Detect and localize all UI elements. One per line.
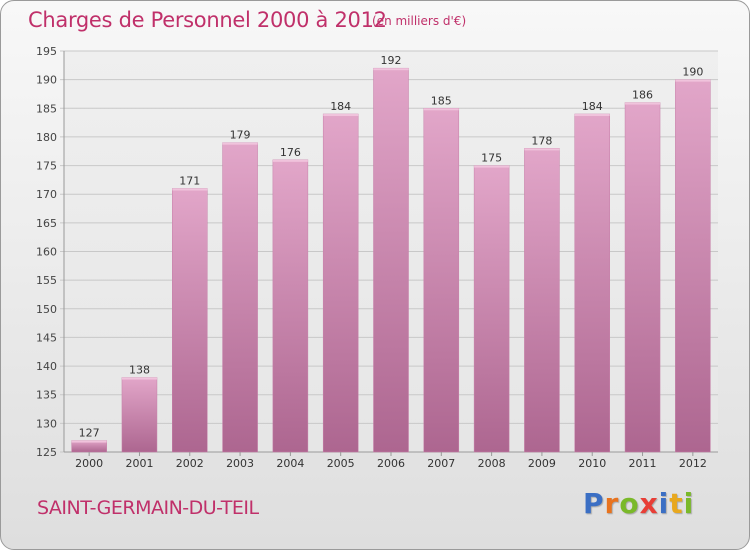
y-tick-label: 160 — [36, 246, 57, 259]
bar-highlight — [675, 79, 711, 82]
x-tick-label: 2008 — [478, 457, 506, 470]
bar-highlight — [71, 440, 107, 443]
bar-value-label: 190 — [682, 66, 703, 79]
y-tick-label: 125 — [36, 446, 57, 459]
y-tick-label: 130 — [36, 417, 57, 430]
bar-value-label: 186 — [632, 89, 653, 102]
bar-highlight — [222, 142, 258, 145]
bar-highlight — [272, 159, 308, 162]
x-tick-label: 2001 — [125, 457, 153, 470]
logo-letter: t — [669, 487, 684, 520]
bar-value-label: 127 — [79, 427, 100, 440]
bar — [624, 102, 661, 453]
bar-value-label: 175 — [481, 152, 502, 165]
bar — [322, 113, 359, 453]
bar — [222, 142, 258, 453]
bar-highlight — [172, 188, 208, 191]
logo-letter: o — [619, 487, 640, 520]
bar-value-label: 171 — [179, 174, 200, 187]
chart-subtitle: (en milliers d'€) — [372, 14, 467, 28]
bar-value-label: 138 — [129, 364, 150, 377]
y-tick-label: 150 — [36, 303, 57, 316]
bar — [473, 165, 510, 453]
bar-value-label: 178 — [531, 134, 552, 147]
y-tick-label: 180 — [36, 131, 57, 144]
bar-value-label: 184 — [330, 100, 351, 113]
commune-name: SAINT-GERMAIN-DU-TEIL — [37, 497, 259, 519]
bar-highlight — [323, 114, 359, 117]
bar — [574, 113, 610, 453]
bar — [121, 377, 158, 453]
logo-letter: i — [683, 487, 695, 520]
bar-highlight — [373, 68, 409, 71]
bar-value-label: 179 — [230, 129, 251, 142]
bar-highlight — [625, 102, 661, 105]
x-tick-label: 2009 — [528, 457, 556, 470]
bar — [423, 108, 460, 453]
y-tick-label: 195 — [36, 45, 57, 58]
x-tick-label: 2005 — [327, 457, 355, 470]
y-tick-label: 175 — [36, 160, 57, 173]
logo-letter: r — [604, 487, 620, 520]
x-tick-label: 2010 — [578, 457, 606, 470]
bar-highlight — [423, 108, 459, 111]
x-tick-label: 2000 — [75, 457, 103, 470]
x-tick-label: 2003 — [226, 457, 254, 470]
bar-highlight — [574, 114, 610, 117]
bar-value-label: 184 — [582, 100, 603, 113]
x-tick-label: 2002 — [176, 457, 204, 470]
bar-value-label: 192 — [381, 54, 402, 67]
bar — [524, 148, 560, 453]
bar-value-label: 176 — [280, 146, 301, 159]
y-tick-label: 155 — [36, 274, 57, 287]
y-tick-label: 135 — [36, 389, 57, 402]
x-tick-label: 2004 — [276, 457, 304, 470]
y-tick-label: 165 — [36, 217, 57, 230]
bar — [172, 188, 208, 453]
bar-highlight — [121, 377, 157, 380]
bar — [675, 79, 711, 453]
x-tick-label: 2006 — [377, 457, 405, 470]
logo-letter: x — [639, 487, 659, 520]
x-tick-label: 2011 — [629, 457, 657, 470]
proxiti-logo: Proxiti — [583, 487, 694, 520]
bar-value-label: 185 — [431, 94, 452, 107]
y-tick-label: 145 — [36, 331, 57, 344]
y-tick-label: 170 — [36, 188, 57, 201]
logo-letter: P — [583, 487, 605, 520]
y-tick-label: 190 — [36, 74, 57, 87]
logo-letter: i — [658, 487, 670, 520]
y-tick-label: 185 — [36, 102, 57, 115]
x-tick-label: 2007 — [427, 457, 455, 470]
bar-highlight — [524, 148, 560, 151]
bar-highlight — [474, 165, 510, 168]
bar — [373, 67, 409, 453]
bar — [272, 159, 309, 453]
chart-title: Charges de Personnel 2000 à 2012 — [28, 8, 387, 32]
y-tick-label: 140 — [36, 360, 57, 373]
x-tick-label: 2012 — [679, 457, 707, 470]
